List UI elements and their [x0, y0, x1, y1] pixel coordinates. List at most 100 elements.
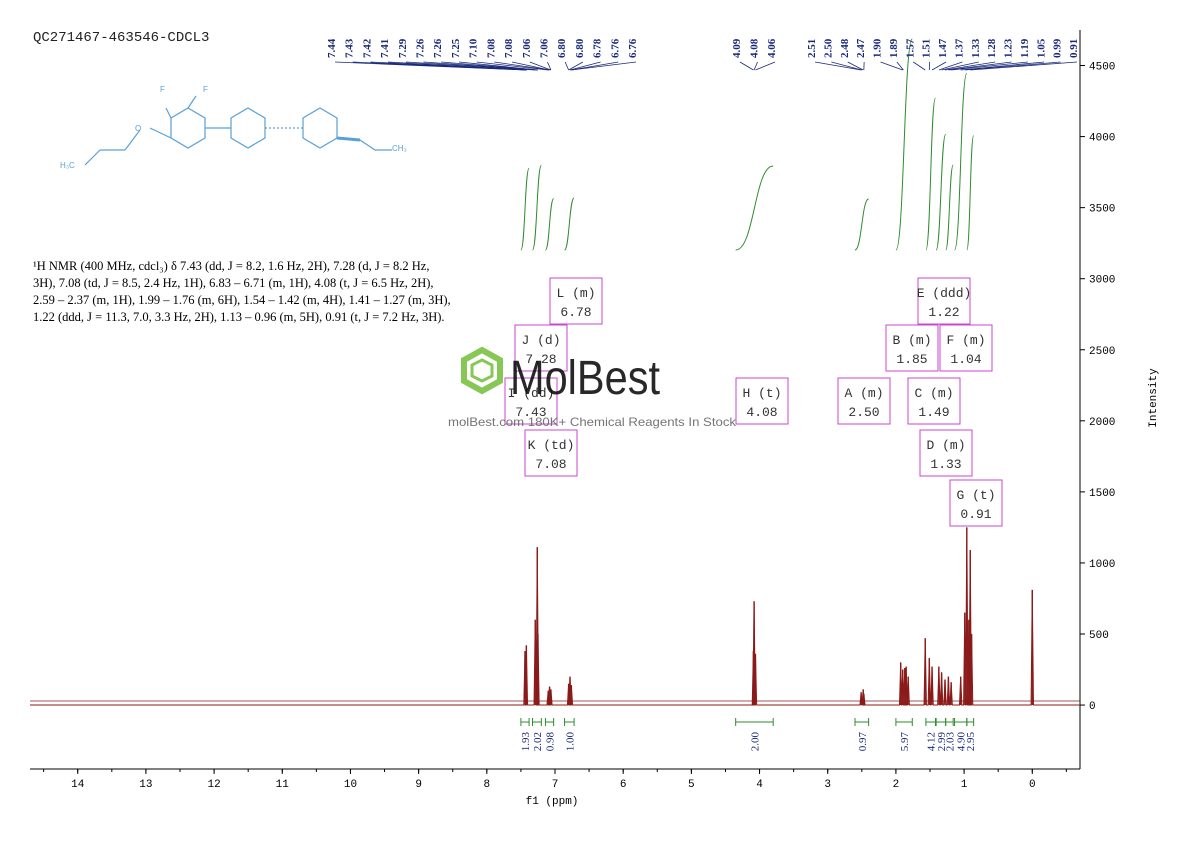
x-tick-label: 11: [276, 779, 290, 791]
x-tick-label: 3: [824, 779, 831, 791]
peak-label-leader: [931, 61, 947, 71]
peak-label: 7.25: [450, 38, 462, 58]
ring-phenyl: [230, 107, 266, 149]
peak-label: 2.50: [822, 38, 834, 58]
y-tick-label: 4500: [1089, 62, 1115, 74]
integral-value: 0.98: [545, 732, 557, 752]
peak-label: 2.48: [839, 38, 851, 58]
y-tick-label: 4000: [1089, 133, 1115, 145]
peak-label-leader: [569, 61, 601, 71]
peak-label: 0.91: [1068, 39, 1080, 58]
peak-label: 7.29: [397, 38, 409, 58]
peak-label: 7.06: [521, 38, 533, 58]
multiplet-shift: 6.78: [560, 305, 591, 320]
x-tick-label: 12: [207, 779, 220, 791]
peak-label: 1.33: [970, 38, 982, 58]
x-tick-label: 1: [961, 779, 968, 791]
peak-label: 4.06: [766, 38, 778, 58]
molecule-structure: [84, 95, 392, 166]
integral-curve: [895, 38, 913, 251]
peak-label: 7.10: [468, 38, 480, 58]
peak-label-leader: [753, 61, 758, 71]
integral-curve: [945, 164, 954, 251]
y-tick-label: 1000: [1089, 559, 1115, 571]
multiplet-box: [514, 324, 568, 372]
peak-label-leader: [571, 61, 637, 71]
multiplet-label: L (m): [556, 286, 595, 301]
peak-label-leader: [831, 61, 862, 71]
peak-label: 6.76: [627, 38, 639, 58]
integral-value: 4.12: [926, 732, 938, 751]
y-tick-label: 2000: [1089, 417, 1115, 429]
x-tick-label: 6: [620, 779, 627, 791]
integral-value: 0.97: [857, 732, 869, 752]
peak-label: 1.37: [953, 38, 965, 58]
x-tick-label: 0: [1029, 779, 1036, 791]
peak-label-leader: [951, 61, 1028, 71]
multiplet-shift: 7.43: [515, 405, 546, 420]
peak-label-leader: [960, 61, 1045, 71]
integral-curve: [564, 197, 575, 251]
peak-label: 6.78: [592, 38, 604, 58]
integral-curve: [854, 198, 870, 251]
watermark-tagline: molBest.com 180K+ Chemical Reagents In S…: [448, 415, 737, 429]
peak-label-leader: [814, 61, 862, 71]
peak-label-leader: [948, 61, 1012, 71]
multiplet-box: [549, 277, 603, 325]
integral-value: 1.00: [564, 732, 576, 752]
structure-label-o: O: [135, 124, 141, 133]
peak-label-leader: [938, 61, 963, 71]
nmr-description: ¹H NMR (400 MHz, cdcl₃) δ 7.43 (dd, J = …: [33, 259, 451, 324]
watermark-logo-icon: [461, 346, 503, 395]
peak-label-leader: [944, 61, 996, 71]
multiplet-label: B (m): [892, 333, 931, 348]
multiplet-box: [885, 324, 939, 372]
peak-label: 7.42: [361, 38, 373, 58]
integral-value: 2.02: [532, 732, 544, 751]
peak-label: 7.44: [326, 38, 338, 58]
x-tick-label: 13: [139, 779, 152, 791]
peak-label: 1.51: [921, 39, 933, 58]
peak-label-leader: [755, 61, 776, 71]
integral-value: 4.90: [956, 732, 968, 752]
x-tick-label: 4: [756, 779, 763, 791]
peak-label-leader: [476, 61, 549, 71]
peak-label-leader: [970, 61, 1078, 71]
multiplet-label: G (t): [956, 488, 995, 503]
integral-curve: [925, 97, 936, 251]
peak-label: 1.89: [888, 38, 900, 58]
multiplet-shift: 0.91: [960, 507, 991, 522]
multiplet-shift: 7.28: [525, 352, 556, 367]
y-tick-label: 500: [1089, 630, 1109, 642]
y-axis-label: Intensity: [1148, 368, 1160, 428]
integral-value: 2.95: [965, 732, 977, 752]
peak-label-leader: [847, 61, 864, 71]
integral-curve: [954, 72, 968, 251]
integral-curve: [532, 164, 542, 251]
multiplet-shift: 1.49: [918, 405, 949, 420]
peak-label: 4.08: [749, 38, 761, 58]
peak-label: 1.90: [872, 38, 884, 58]
multiplet-box: [917, 277, 971, 325]
multiplet-label: E (ddd): [917, 286, 972, 301]
y-tick-label: 2500: [1089, 346, 1115, 358]
peak-label-leader: [494, 61, 550, 71]
x-tick-label: 14: [71, 779, 85, 791]
multiplet-label: D (m): [926, 438, 965, 453]
peak-label-leader: [568, 61, 584, 71]
peak-label: 7.26: [415, 38, 427, 58]
spectrum-line: [30, 527, 1080, 706]
peak-label: 7.08: [485, 38, 497, 58]
y-tick-label: 0: [1089, 701, 1096, 713]
structure-label-f1: F: [160, 85, 165, 94]
peak-label: 7.08: [503, 38, 515, 58]
peak-label: 1.19: [1019, 38, 1031, 58]
y-tick-label: 1500: [1089, 488, 1115, 500]
peak-label: 1.05: [1035, 38, 1047, 58]
ring-difluorophenyl: [170, 107, 206, 149]
multiplet-shift: 1.04: [950, 352, 981, 367]
integral-value: 5.97: [899, 732, 911, 752]
watermark-brand: MolBest: [510, 352, 660, 405]
structure-label-h3c: H₃C: [60, 161, 75, 170]
peak-label: 7.26: [432, 38, 444, 58]
